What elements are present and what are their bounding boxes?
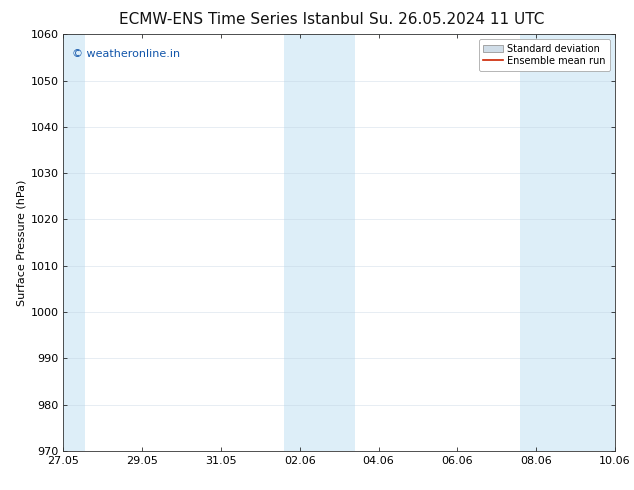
Legend: Standard deviation, Ensemble mean run: Standard deviation, Ensemble mean run xyxy=(479,39,610,71)
Bar xyxy=(521,34,617,451)
Bar xyxy=(61,34,85,451)
Text: © weatheronline.in: © weatheronline.in xyxy=(72,49,180,59)
Y-axis label: Surface Pressure (hPa): Surface Pressure (hPa) xyxy=(16,179,26,306)
Bar xyxy=(284,34,355,451)
Text: ECMW-ENS Time Series Istanbul: ECMW-ENS Time Series Istanbul xyxy=(119,12,363,27)
Text: Su. 26.05.2024 11 UTC: Su. 26.05.2024 11 UTC xyxy=(369,12,544,27)
